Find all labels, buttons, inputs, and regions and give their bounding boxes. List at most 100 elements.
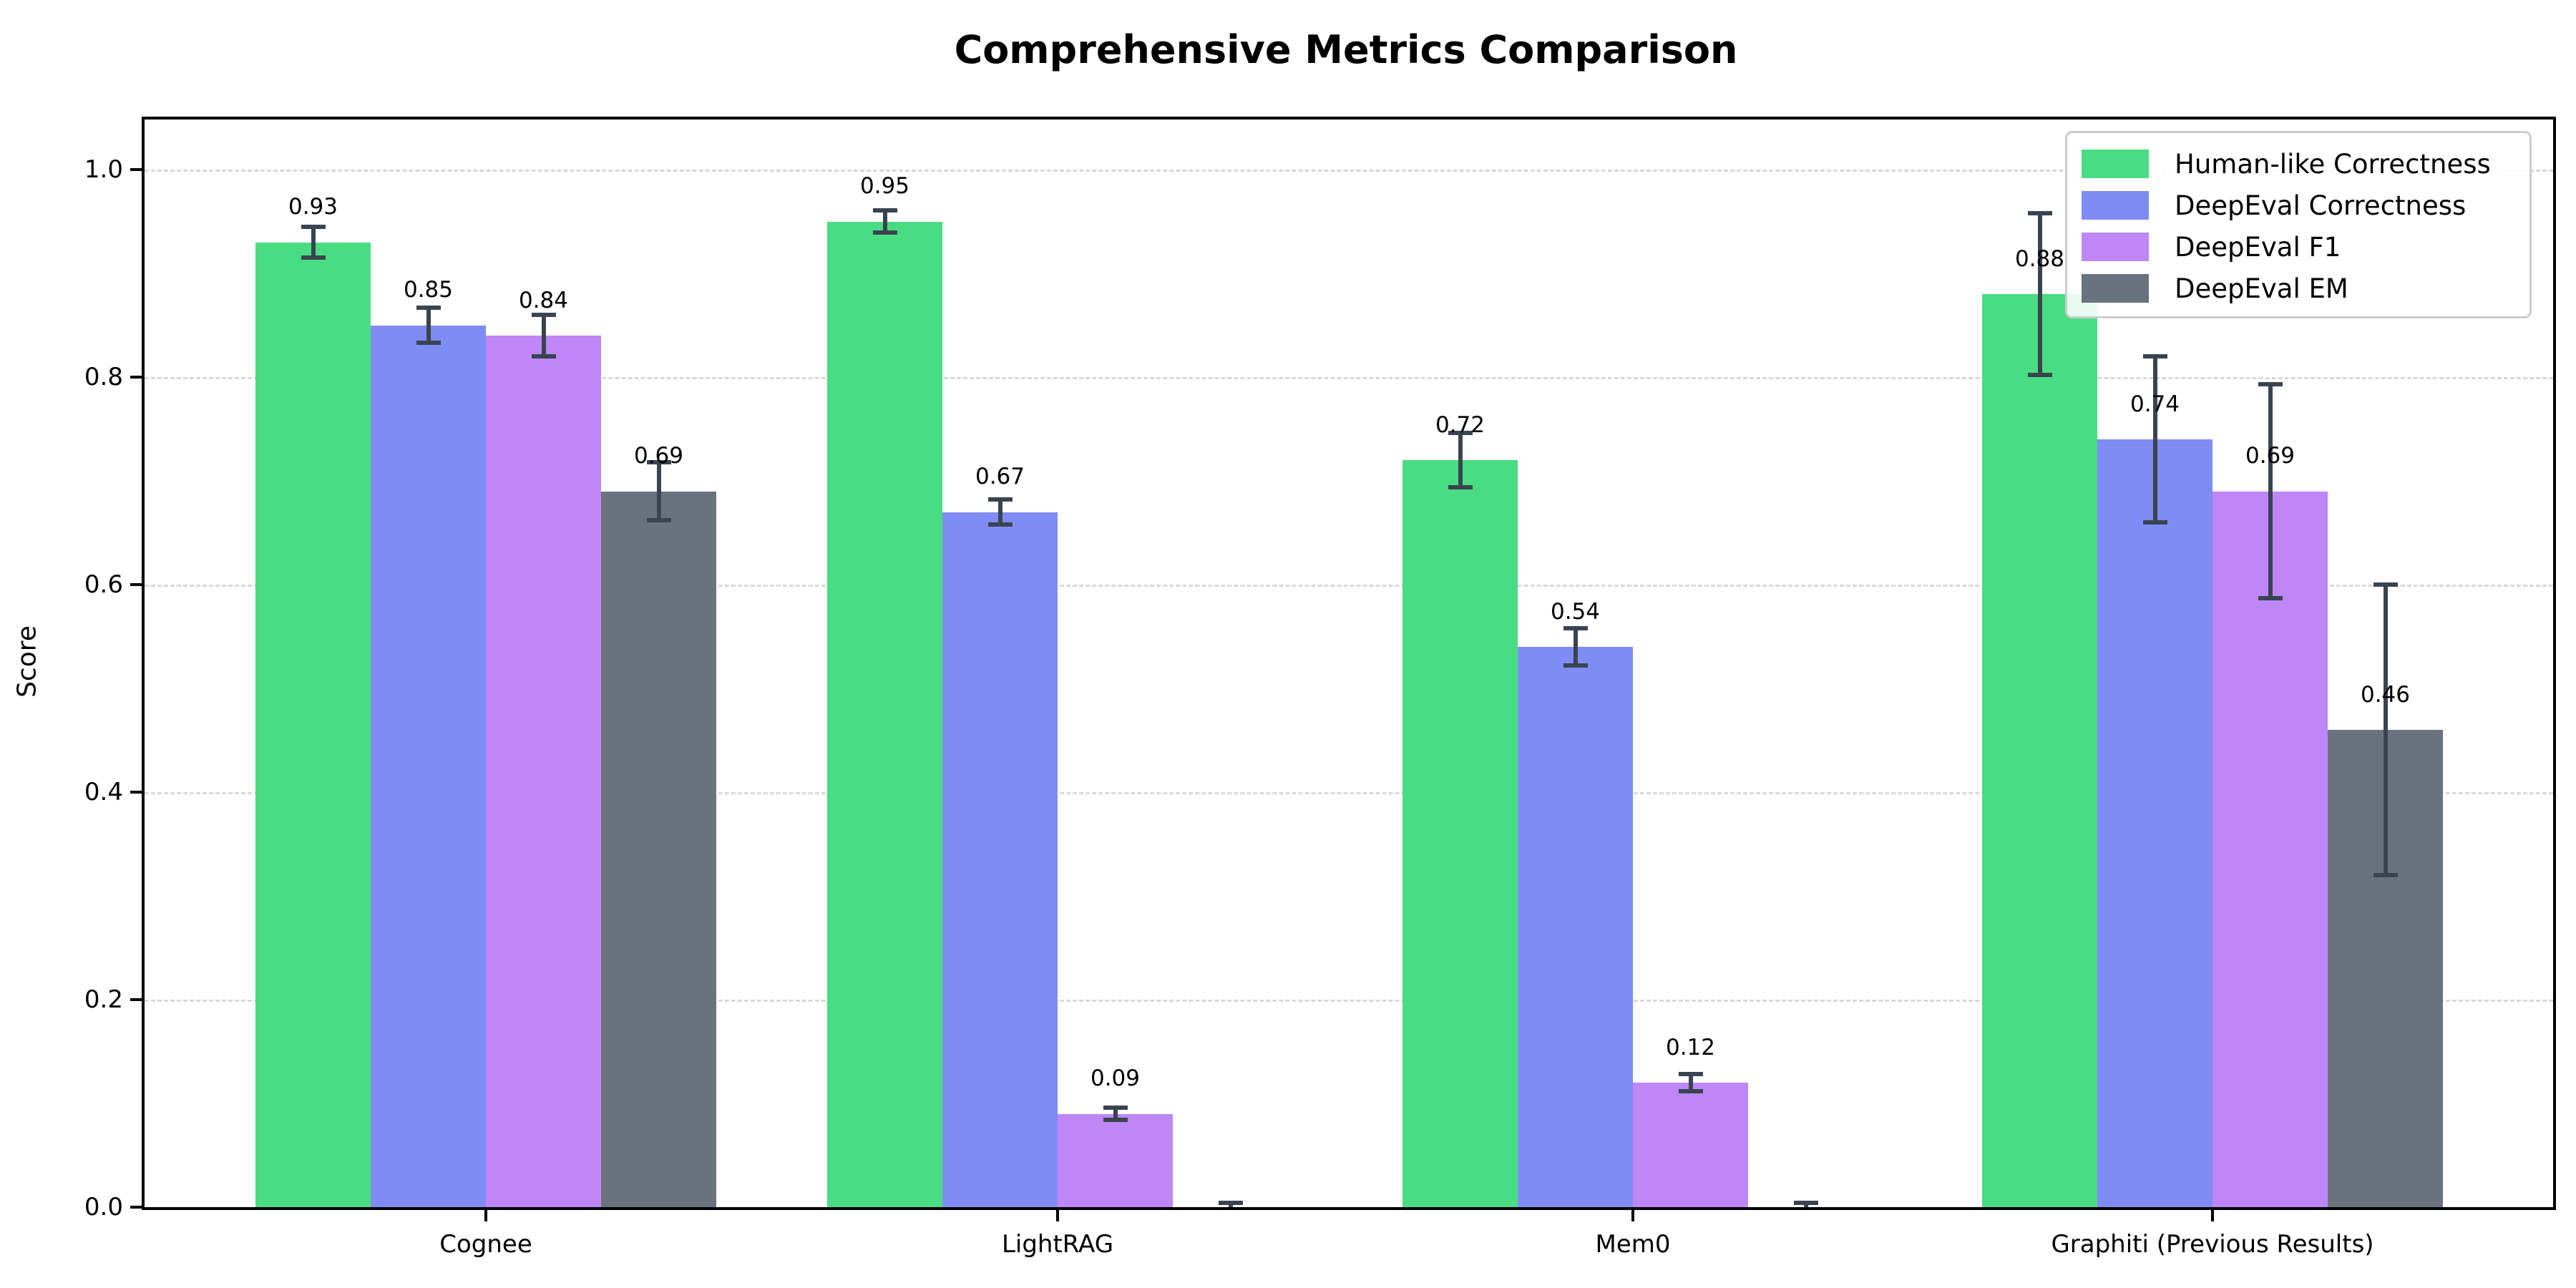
error-cap-top-human-like-correctness-cognee (301, 224, 326, 229)
error-cap-bottom-deepeval-em-graphiti-previous-results (2373, 873, 2398, 877)
gridline-0.4 (145, 792, 2553, 794)
error-cap-bottom-deepeval-f1-mem0 (1678, 1088, 1703, 1093)
bar-value-label-deepeval-f1-mem0: 0.12 (1665, 1034, 1716, 1060)
bar-deepeval-f1-mem0 (1633, 1083, 1748, 1207)
error-cap-bottom-human-like-correctness-lightrag (872, 230, 897, 235)
error-bar-deepeval-correctness-graphiti-previous-results (2152, 356, 2157, 522)
gridline-1 (145, 170, 2553, 172)
error-cap-top-deepeval-em-mem0 (1793, 1201, 1818, 1206)
error-cap-bottom-deepeval-f1-graphiti-previous-results (2258, 595, 2283, 600)
error-bar-deepeval-em-cognee (656, 462, 661, 521)
legend-swatch-human-like-correctness (2082, 150, 2149, 178)
legend-label-deepeval-em: DeepEval EM (2175, 273, 2348, 304)
bar-value-label-deepeval-correctness-graphiti-previous-results: 0.74 (2129, 391, 2180, 417)
x-tick-label-lightrag: LightRAG (1001, 1230, 1114, 1259)
y-tick-label-0.6: 0.6 (84, 570, 123, 599)
error-cap-top-deepeval-em-cognee (646, 459, 671, 464)
legend-item-deepeval-correctness: DeepEval Correctness (2082, 185, 2529, 226)
error-cap-top-deepeval-f1-cognee (531, 313, 556, 317)
error-bar-deepeval-em-graphiti-previous-results (2383, 585, 2388, 875)
y-tick-0.2 (130, 998, 142, 1001)
error-bar-deepeval-f1-lightrag (1113, 1107, 1118, 1121)
bar-human-like-correctness-graphiti-previous-results (1982, 294, 2097, 1207)
bar-deepeval-correctness-cognee (371, 325, 486, 1207)
bar-value-label-human-like-correctness-mem0: 0.72 (1435, 411, 1485, 438)
error-cap-bottom-deepeval-correctness-lightrag (987, 522, 1013, 527)
error-cap-bottom-deepeval-correctness-cognee (416, 341, 441, 346)
y-tick-label-0.2: 0.2 (84, 985, 123, 1014)
x-tick-label-mem0: Mem0 (1595, 1230, 1671, 1259)
error-cap-bottom-deepeval-em-lightrag (1219, 1209, 1243, 1210)
bar-human-like-correctness-lightrag (827, 221, 942, 1207)
x-tick-graphiti-previous-results (2211, 1210, 2214, 1221)
bar-value-label-deepeval-f1-lightrag: 0.09 (1090, 1065, 1141, 1092)
y-tick-label-0.4: 0.4 (84, 778, 123, 806)
bar-deepeval-f1-lightrag (1058, 1113, 1173, 1207)
x-tick-mem0 (1631, 1210, 1634, 1221)
bar-value-label-deepeval-correctness-mem0: 0.54 (1550, 598, 1601, 625)
gridline-0.6 (145, 585, 2553, 587)
error-bar-deepeval-correctness-mem0 (1573, 628, 1578, 666)
bar-deepeval-em-cognee (601, 491, 716, 1207)
y-tick-0.8 (130, 376, 142, 379)
bar-value-label-deepeval-f1-cognee: 0.84 (518, 287, 569, 313)
legend-swatch-deepeval-em (2082, 274, 2149, 303)
bar-deepeval-correctness-lightrag (942, 512, 1058, 1207)
gridline-0.8 (145, 377, 2553, 379)
y-tick-0.6 (130, 583, 142, 586)
bar-value-label-deepeval-correctness-cognee: 0.85 (403, 277, 454, 303)
error-cap-bottom-deepeval-f1-lightrag (1103, 1118, 1128, 1123)
gridline-0.2 (145, 1000, 2553, 1002)
bar-value-label-deepeval-f1-graphiti-previous-results: 0.69 (2245, 443, 2296, 469)
y-tick-0.4 (130, 791, 142, 794)
x-tick-cognee (484, 1210, 487, 1221)
bar-human-like-correctness-cognee (255, 242, 371, 1207)
bar-value-label-deepeval-em-graphiti-previous-results: 0.46 (2360, 681, 2411, 708)
error-bar-human-like-correctness-lightrag (882, 210, 887, 233)
legend-item-deepeval-f1: DeepEval F1 (2082, 226, 2529, 268)
y-tick-label-1.0: 1.0 (84, 155, 123, 184)
error-cap-top-human-like-correctness-lightrag (872, 208, 897, 213)
error-cap-top-deepeval-f1-graphiti-previous-results (2258, 382, 2283, 387)
error-bar-deepeval-f1-cognee (541, 315, 546, 356)
error-cap-top-deepeval-em-lightrag (1218, 1201, 1243, 1206)
error-cap-bottom-human-like-correctness-mem0 (1448, 484, 1473, 489)
bar-value-label-human-like-correctness-cognee: 0.93 (288, 194, 338, 220)
error-cap-top-deepeval-correctness-cognee (416, 305, 441, 310)
x-tick-label-cognee: Cognee (439, 1230, 532, 1259)
error-cap-bottom-human-like-correctness-graphiti-previous-results (2027, 373, 2052, 378)
legend-label-deepeval-correctness: DeepEval Correctness (2175, 190, 2467, 221)
bar-value-label-human-like-correctness-lightrag: 0.95 (859, 173, 910, 200)
error-bar-deepeval-correctness-lightrag (997, 499, 1002, 525)
legend-label-human-like-correctness: Human-like Correctness (2175, 148, 2491, 180)
bar-value-label-deepeval-correctness-lightrag: 0.67 (975, 464, 1025, 490)
chart-title: Comprehensive Metrics Comparison (954, 27, 1738, 72)
bar-value-label-deepeval-em-cognee: 0.69 (633, 443, 684, 469)
error-cap-bottom-deepeval-em-mem0 (1794, 1209, 1818, 1210)
error-cap-bottom-human-like-correctness-cognee (301, 255, 326, 260)
error-bar-deepeval-f1-mem0 (1688, 1074, 1693, 1091)
error-bar-human-like-correctness-mem0 (1458, 433, 1463, 487)
error-cap-top-human-like-correctness-graphiti-previous-results (2027, 210, 2052, 215)
error-cap-bottom-deepeval-f1-cognee (531, 354, 556, 358)
error-cap-top-deepeval-f1-lightrag (1103, 1105, 1128, 1110)
error-cap-bottom-deepeval-em-cognee (646, 518, 671, 523)
error-cap-top-deepeval-correctness-graphiti-previous-results (2142, 354, 2167, 358)
error-bar-human-like-correctness-graphiti-previous-results (2037, 213, 2042, 376)
legend-swatch-deepeval-f1 (2082, 233, 2149, 261)
legend: Human-like Correctness DeepEval Correctne… (2065, 131, 2532, 318)
error-cap-top-deepeval-correctness-mem0 (1563, 625, 1588, 630)
bar-deepeval-f1-graphiti-previous-results (2212, 491, 2328, 1207)
error-bar-deepeval-correctness-cognee (426, 307, 431, 343)
legend-item-deepeval-em: DeepEval EM (2082, 268, 2529, 309)
bar-deepeval-correctness-mem0 (1518, 647, 1633, 1207)
error-cap-bottom-deepeval-correctness-mem0 (1563, 663, 1588, 668)
legend-swatch-deepeval-correctness (2082, 191, 2149, 220)
legend-label-deepeval-f1: DeepEval F1 (2175, 231, 2341, 263)
error-cap-top-deepeval-f1-mem0 (1678, 1072, 1703, 1077)
legend-item-human-like-correctness: Human-like Correctness (2082, 143, 2529, 185)
error-cap-top-deepeval-em-graphiti-previous-results (2373, 582, 2398, 587)
y-tick-label-0.0: 0.0 (84, 1193, 123, 1221)
x-tick-label-graphiti-previous-results: Graphiti (Previous Results) (2051, 1230, 2374, 1259)
